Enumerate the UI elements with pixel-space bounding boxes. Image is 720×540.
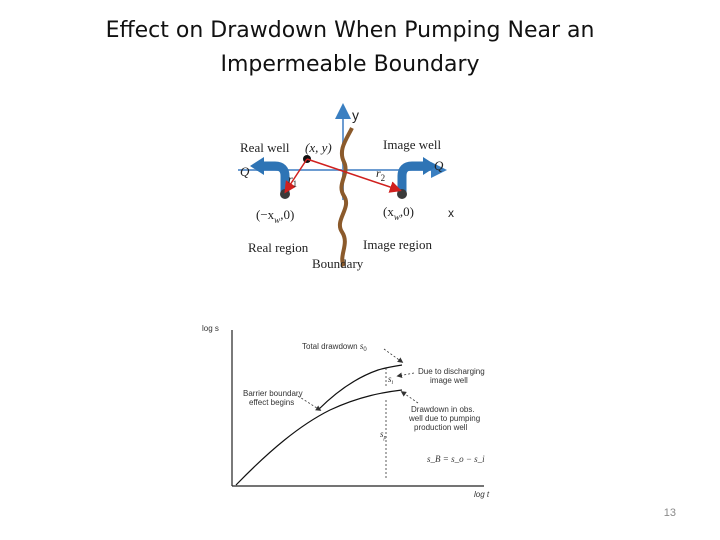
q-right-label: Q xyxy=(434,158,444,173)
title-line-1: Effect on Drawdown When Pumping Near an xyxy=(105,18,595,43)
point-label: (x, y) xyxy=(305,140,332,155)
boundary-label: Boundary xyxy=(312,256,364,271)
r1-label: r1 xyxy=(288,172,297,189)
total-drawdown-label: Total drawdown s0 xyxy=(302,341,367,353)
barrier-line2: effect begins xyxy=(249,398,294,407)
r1-line xyxy=(284,158,308,194)
obs-line2: well due to pumping xyxy=(408,414,480,423)
barrier-line1: Barrier boundary xyxy=(243,389,303,398)
real-region-label: Real region xyxy=(248,240,309,255)
real-well-arrow-icon xyxy=(250,157,290,199)
y-axis-label: y xyxy=(352,107,359,123)
image-region-label: Image region xyxy=(363,237,432,252)
image-well-coord: (xw,0) xyxy=(383,204,414,222)
q-left-label: Q xyxy=(240,164,250,179)
sp-label: sp xyxy=(380,429,387,441)
total-drawdown-curve xyxy=(317,364,403,411)
discharge-leader xyxy=(396,372,415,379)
page-number: 13 xyxy=(663,507,676,519)
x-axis-label: x xyxy=(448,206,454,220)
obs-line1: Drawdown in obs. xyxy=(411,405,475,414)
total-leader xyxy=(383,348,404,363)
si-label: si xyxy=(388,374,394,386)
barrier-leader xyxy=(297,395,322,411)
drawdown-log-plot: log s log t Total drawdown s0 si sp Due … xyxy=(202,324,490,499)
log-t-label: log t xyxy=(474,490,490,499)
impermeable-boundary xyxy=(338,127,354,268)
discharging-line1: Due to discharging xyxy=(418,367,485,376)
obs-leader xyxy=(400,391,419,404)
barrier-equation: s_B = s_o − s_i xyxy=(427,454,485,464)
discharging-line2: image well xyxy=(430,376,468,385)
log-s-label: log s xyxy=(202,324,219,333)
image-well-arrow-icon xyxy=(397,157,437,199)
r2-label: r2 xyxy=(376,166,385,183)
obs-line3: production well xyxy=(414,423,468,432)
real-well-coord: (−xw,0) xyxy=(256,207,294,225)
real-well-label: Real well xyxy=(240,140,290,155)
r2-line xyxy=(306,158,402,193)
production-well-curve xyxy=(235,389,403,486)
slide-title: Effect on Drawdown When Pumping Near an … xyxy=(40,14,660,82)
image-well-label: Image well xyxy=(383,137,442,152)
title-line-2: Impermeable Boundary xyxy=(220,52,480,77)
